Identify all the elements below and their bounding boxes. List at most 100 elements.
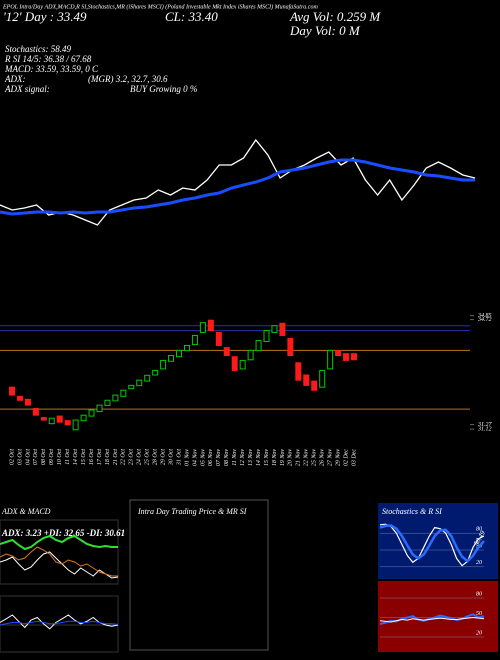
candle-body <box>24 398 31 406</box>
candle-body <box>255 340 262 352</box>
candle-body <box>303 374 310 386</box>
x-tick-label: 22 Nov <box>304 449 310 467</box>
banner: EPOL Intra/Day ADX,MACD,R SI,Stochastics… <box>2 3 318 10</box>
x-tick-label: 20 Nov <box>288 449 294 467</box>
candle-body <box>191 334 198 346</box>
candle-body <box>335 350 342 357</box>
stochastics-reading: Stochastics: 58.49 <box>5 44 71 54</box>
candle-body <box>112 394 119 402</box>
y-tick-label: 80 <box>476 591 482 597</box>
x-tick-label: 30 Oct <box>168 449 174 466</box>
candle-body <box>279 322 286 336</box>
x-tick-label: 14 Oct <box>72 449 79 465</box>
candle-body <box>168 355 175 362</box>
candle-body <box>215 331 222 346</box>
candle-body <box>311 380 318 391</box>
candle-body <box>88 409 95 417</box>
x-tick-label: 27 Nov <box>328 449 334 467</box>
candle-body <box>72 419 79 431</box>
x-tick-label: 11 Oct <box>65 449 71 465</box>
x-tick-label: 08 Oct <box>41 449 47 465</box>
candle-body <box>239 359 246 370</box>
intraday-frame <box>129 499 269 651</box>
y-tick-label: 80 <box>476 527 482 533</box>
macd-frame <box>0 595 119 653</box>
series-line <box>0 138 476 226</box>
panel-title: ADX & MACD <box>1 507 51 516</box>
series-line <box>0 620 119 626</box>
adx-label: ADX: <box>4 74 26 84</box>
candle-body <box>96 404 103 413</box>
candle-body <box>40 417 47 421</box>
candle-body <box>263 330 270 343</box>
x-tick-label: 12 Nov <box>240 449 246 467</box>
x-tick-label: 03 Dec <box>351 449 357 466</box>
series-line <box>0 158 475 216</box>
x-tick-label: 04 Oct <box>24 449 31 465</box>
candle-body <box>56 415 63 423</box>
candle-body <box>287 337 294 357</box>
candle-body <box>247 349 254 361</box>
y-tick-label: 20 <box>476 560 482 566</box>
x-tick-label: 05 Nov <box>200 449 206 467</box>
candle-body <box>231 356 238 371</box>
x-tick-label: 08 Nov <box>224 449 230 467</box>
candle-body <box>144 374 151 382</box>
x-tick-label: 06 Nov <box>208 449 214 467</box>
x-tick-label: 01 Nov <box>184 449 190 467</box>
series-line <box>0 614 119 630</box>
series-line <box>0 546 118 577</box>
x-tick-label: 21 Nov <box>296 449 302 467</box>
candle-body <box>351 353 357 361</box>
x-tick-label: 29 Oct <box>160 449 166 465</box>
x-tick-label: 25 Nov <box>312 449 318 467</box>
candle-body <box>104 399 111 406</box>
x-tick-label: 23 Oct <box>129 449 135 465</box>
stochastics-background <box>378 503 498 579</box>
adx-values: (MGR) 3.2, 32.7, 30.6 <box>88 74 168 84</box>
candle-body <box>295 362 302 381</box>
y-tick-label: 31.12 <box>477 427 492 433</box>
series-line <box>379 616 485 623</box>
candle-body <box>343 353 350 361</box>
candle-body <box>48 417 55 425</box>
x-tick-label: 31 Oct <box>176 449 182 466</box>
x-tick-label: 19 Nov <box>280 449 286 467</box>
x-tick-label: 15 Nov <box>264 449 270 467</box>
x-tick-label: 17 Oct <box>97 449 103 465</box>
candle-body <box>152 369 159 376</box>
candle-body <box>223 347 230 357</box>
candle-body <box>183 344 190 352</box>
x-tick-label: 09 Oct <box>49 449 55 465</box>
y-tick-label: 31.27 <box>477 422 493 428</box>
candle-body <box>32 407 39 416</box>
x-tick-label: 03 Oct <box>17 449 23 465</box>
series-line <box>379 524 485 563</box>
candle-body <box>160 359 167 370</box>
panel-title: Stochastics & R SI <box>382 507 442 516</box>
avg-volume: Avg Vol: 0.259 M <box>289 9 381 24</box>
x-tick-label: 25 Oct <box>145 449 151 465</box>
candle-body <box>327 349 334 370</box>
candle-body <box>271 325 278 333</box>
x-tick-label: 15 Oct <box>81 449 87 465</box>
x-tick-label: 16 Oct <box>89 449 95 465</box>
x-tick-label: 18 Nov <box>272 449 278 467</box>
x-tick-label: 02 Oct <box>9 449 15 465</box>
x-tick-label: 10 Oct <box>57 449 63 465</box>
candle-body <box>128 384 135 390</box>
candle-body <box>9 386 15 396</box>
panel-subtitle: ADX: 3.23 +DI: 32.65 -DI: 30.61 <box>1 528 125 538</box>
x-tick-label: 24 Oct <box>136 449 143 465</box>
x-tick-label: 07 Oct <box>33 449 39 465</box>
x-tick-label: 26 Nov <box>320 449 326 467</box>
candle-body <box>120 389 127 397</box>
x-tick-label: 22 Oct <box>121 449 127 465</box>
candle-body <box>136 379 143 387</box>
rsi-reading: R SI 14/5: 36.38 / 67.68 <box>4 54 92 64</box>
panel-title: Intra Day Trading Price & MR SI <box>137 507 247 516</box>
x-tick-label: 21 Oct <box>113 449 119 465</box>
x-tick-label: 11 Nov <box>232 449 238 466</box>
x-tick-label: 18 Oct <box>105 449 111 465</box>
